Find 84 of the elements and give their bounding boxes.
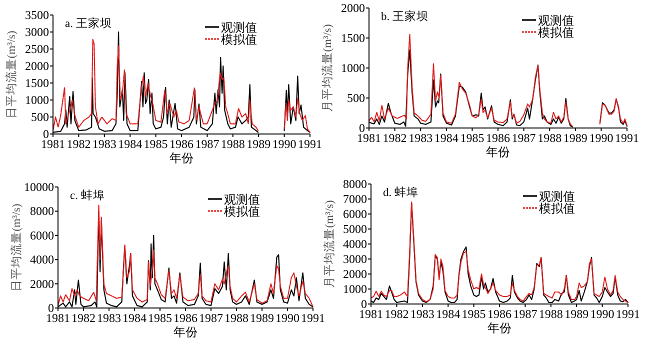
x-tick-label: 1982 xyxy=(72,311,96,325)
x-tick-label: 1985 xyxy=(144,137,168,151)
y-tick-label: 3000 xyxy=(343,252,367,266)
y-tick-label: 2000 xyxy=(341,1,365,15)
x-tick-label: 1989 xyxy=(250,311,274,325)
x-tick-label: 1989 xyxy=(564,307,589,321)
y-tick-label: 1000 xyxy=(343,282,367,296)
chart-title: c. 蚌埠 xyxy=(70,189,105,202)
legend-label: 观测值 xyxy=(539,190,575,204)
y-tick-label: 1500 xyxy=(341,31,365,45)
x-tick-label: 1984 xyxy=(122,311,146,325)
y-tick-label: 1000 xyxy=(25,93,49,107)
x-tick-label: 1983 xyxy=(97,311,121,325)
legend-label: 模拟值 xyxy=(538,26,574,40)
y-axis-title: 日平均流量(m³/s) xyxy=(9,203,23,292)
x-tick-label: 1984 xyxy=(118,137,142,151)
y-tick-label: 6000 xyxy=(343,207,367,221)
x-axis-title: 年份 xyxy=(486,145,510,159)
x-tick-label: 1987 xyxy=(512,131,536,145)
y-tick-label: 8000 xyxy=(30,204,54,218)
y-tick-label: 8000 xyxy=(343,177,367,191)
x-tick-label: 1982 xyxy=(66,137,91,151)
x-tick-label: 1985 xyxy=(462,307,486,321)
legend-label: 模拟值 xyxy=(221,32,257,46)
y-tick-label: 1000 xyxy=(341,61,365,75)
y-tick-label: 500 xyxy=(347,91,365,105)
x-tick-label: 1988 xyxy=(220,137,245,151)
chart-title: b. 王家坝 xyxy=(381,9,428,23)
x-tick-label: 1986 xyxy=(170,137,194,151)
x-tick-label: 1991 xyxy=(301,311,325,325)
x-axis-title: 年份 xyxy=(174,325,198,339)
x-tick-label: 1985 xyxy=(460,131,484,145)
y-tick-label: 5000 xyxy=(343,222,367,236)
x-tick-label: 1991 xyxy=(615,131,639,145)
legend-label: 观测值 xyxy=(224,192,260,206)
chart-title: a. 王家坝 xyxy=(65,16,112,30)
x-tick-label: 1986 xyxy=(486,131,510,145)
x-tick-label: 1988 xyxy=(224,311,248,325)
x-tick-label: 1986 xyxy=(488,307,512,321)
y-tick-label: 6000 xyxy=(30,228,54,242)
y-axis-title: 月平均流量(m³/s) xyxy=(322,200,336,288)
y-axis-title: 月平均流量(m³/s) xyxy=(320,24,334,112)
x-tick-label: 1987 xyxy=(199,311,223,325)
x-tick-label: 1983 xyxy=(92,137,116,151)
y-tick-label: 2000 xyxy=(30,276,54,291)
y-tick-label: 4000 xyxy=(30,252,54,267)
y-tick-label: 4000 xyxy=(343,237,367,251)
x-tick-label: 1987 xyxy=(195,137,220,151)
x-tick-label: 1990 xyxy=(276,311,300,325)
legend-label: 模拟值 xyxy=(539,202,575,216)
x-tick-label: 1988 xyxy=(538,307,563,321)
y-tick-label: 500 xyxy=(31,110,49,124)
legend-label: 观测值 xyxy=(538,14,574,28)
x-tick-label: 1983 xyxy=(408,131,433,145)
chart-title: d. 蚌埠 xyxy=(383,186,418,199)
y-tick-label: 10000 xyxy=(24,180,54,194)
x-tick-label: 1989 xyxy=(563,131,588,145)
y-tick-label: 7000 xyxy=(343,192,367,206)
x-axis-title: 年份 xyxy=(170,151,194,165)
x-tick-label: 1982 xyxy=(382,131,407,145)
x-tick-label: 1990 xyxy=(272,137,296,151)
x-axis-title: 年份 xyxy=(488,321,512,335)
y-tick-label: 2000 xyxy=(25,59,49,73)
legend-label: 模拟值 xyxy=(224,204,260,218)
x-tick-label: 1984 xyxy=(436,307,460,321)
x-tick-label: 1982 xyxy=(384,307,409,321)
legend-label: 观测值 xyxy=(221,20,257,34)
y-tick-label: 3500 xyxy=(25,8,49,22)
x-tick-label: 1985 xyxy=(148,311,172,325)
x-tick-label: 1986 xyxy=(174,311,198,325)
x-tick-label: 1991 xyxy=(298,137,322,151)
y-axis-title: 日平均流量(m³/s) xyxy=(4,30,18,118)
x-tick-label: 1987 xyxy=(513,307,538,321)
x-tick-label: 1983 xyxy=(410,307,434,321)
x-tick-label: 1988 xyxy=(538,131,562,145)
y-tick-label: 2500 xyxy=(25,42,49,56)
x-tick-label: 1990 xyxy=(589,131,614,145)
y-tick-label: 3000 xyxy=(25,25,49,39)
x-tick-label: 1984 xyxy=(434,131,458,145)
x-tick-label: 1989 xyxy=(246,137,271,151)
x-tick-label: 1991 xyxy=(616,307,640,321)
x-tick-label: 1990 xyxy=(590,307,614,321)
y-tick-label: 2000 xyxy=(343,267,367,281)
y-tick-label: 1500 xyxy=(25,76,49,90)
